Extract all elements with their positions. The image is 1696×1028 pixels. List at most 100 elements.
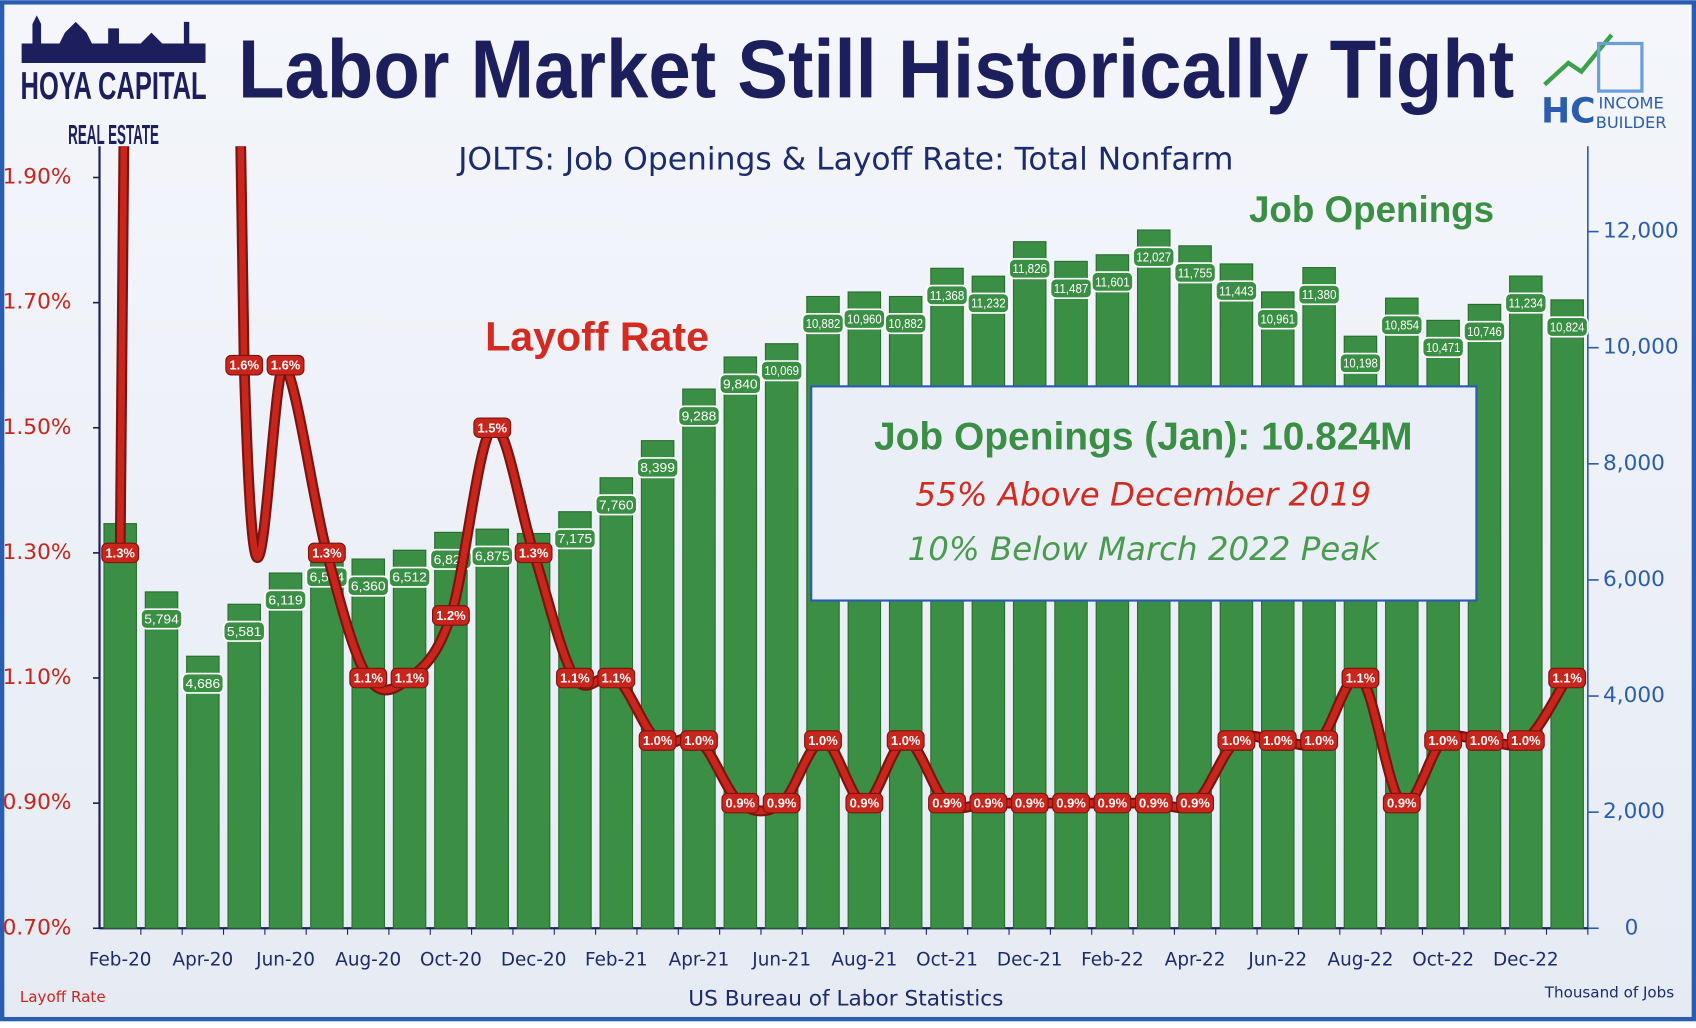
label-bg: [346, 575, 390, 597]
data-label: 12,027: [1136, 250, 1171, 265]
x-tick-label: Dec-21: [997, 950, 1063, 971]
data-label: 1.1%: [395, 671, 425, 686]
label-bg: [845, 792, 884, 814]
label-bg: [760, 360, 804, 382]
y2-tick-label: 12,000: [1603, 219, 1679, 244]
callout-title: Job Openings (Jan): 10.824M: [874, 416, 1413, 459]
label-bg: [677, 405, 721, 427]
data-label: 4,686: [186, 676, 221, 691]
label-bg: [1463, 320, 1506, 342]
bar: [1550, 299, 1584, 929]
label-bg: [1176, 792, 1215, 814]
label-bg: [1297, 284, 1341, 306]
data-label: 0.9%: [932, 796, 962, 811]
y2-tick-label: 2,000: [1603, 799, 1665, 824]
label-bg: [225, 354, 264, 376]
label-bg: [1173, 262, 1217, 284]
data-label: 1.0%: [643, 733, 673, 748]
data-label: 1.3%: [312, 545, 342, 560]
x-tick-label: Aug-22: [1328, 950, 1394, 971]
label-bg: [1380, 314, 1424, 336]
data-label: 10,069: [764, 363, 799, 378]
data-label: 11,826: [1012, 261, 1047, 276]
data-label: 11,368: [930, 288, 965, 303]
data-label: 1.0%: [1428, 733, 1458, 748]
logo-arrow: [1543, 33, 1614, 87]
line-layer: [114, 146, 1573, 817]
data-label: 10,198: [1343, 356, 1378, 371]
bar: [723, 356, 758, 929]
x-tick-label: Jun-21: [751, 950, 811, 971]
data-label: 10,960: [847, 312, 882, 327]
data-label: 0.9%: [1139, 796, 1169, 811]
label-bg: [1091, 271, 1134, 293]
subtitle: JOLTS: Job Openings & Layoff Rate: Total…: [456, 141, 1233, 177]
annotation: Layoff Rate: [485, 314, 709, 360]
label-bg: [1421, 336, 1465, 358]
data-label: 0.9%: [1015, 796, 1045, 811]
data-label: 10,961: [1260, 311, 1295, 326]
data-label: 1.6%: [271, 358, 301, 373]
data-label: 5,581: [227, 624, 262, 639]
label-bg: [1382, 792, 1421, 814]
y-tick-label: 0.90%: [3, 790, 72, 815]
annotation: Job Openings: [1249, 189, 1494, 230]
data-label: 0.9%: [767, 796, 797, 811]
label-bg: [388, 566, 431, 588]
data-label: 1.1%: [560, 671, 590, 686]
x-tick-label: Oct-21: [916, 950, 978, 971]
data-label: 11,232: [971, 296, 1006, 311]
data-label: 11,487: [1054, 281, 1089, 296]
data-label: 1.6%: [229, 358, 259, 373]
source: US Bureau of Labor Statistics: [688, 987, 1003, 1012]
data-label: 10,882: [888, 316, 923, 331]
y-axis-label: Layoff Rate: [20, 988, 106, 1006]
label-bg: [638, 730, 677, 751]
label-bg: [1506, 730, 1545, 751]
data-label: 1.5%: [477, 420, 507, 435]
data-label: 11,443: [1219, 283, 1254, 298]
label-bg: [594, 494, 638, 516]
label-bg: [1465, 730, 1504, 751]
label-bg: [886, 730, 925, 751]
label-bg: [514, 542, 553, 564]
label-bg: [266, 354, 305, 376]
data-label: 1.3%: [519, 545, 549, 560]
label-bg: [1424, 730, 1463, 751]
data-label: 0.9%: [1387, 796, 1417, 811]
label-bg: [680, 730, 718, 751]
x-tick-label: Jun-20: [255, 950, 315, 971]
data-label: 0.9%: [850, 796, 880, 811]
label-bg: [307, 542, 346, 564]
data-label: 0.9%: [1056, 796, 1086, 811]
label-bg: [101, 542, 140, 564]
x-tick-label: Apr-20: [173, 950, 234, 971]
data-label: 11,601: [1095, 274, 1130, 289]
label-bg: [1545, 316, 1589, 338]
data-label: 7,760: [599, 497, 634, 512]
label-bg: [1341, 667, 1380, 689]
data-label: 6,512: [392, 570, 427, 585]
y2-tick-label: 8,000: [1603, 451, 1665, 476]
data-label: 10,854: [1384, 318, 1419, 333]
logo-text: HOYA CAPITAL: [21, 65, 207, 108]
x-tick-label: Aug-21: [831, 950, 897, 971]
label-bg: [721, 792, 760, 814]
x-tick-label: Aug-20: [335, 950, 401, 971]
data-label: 1.1%: [1346, 671, 1376, 686]
label-bg: [470, 545, 514, 567]
data-label: 5,794: [144, 611, 179, 626]
label-bg: [390, 667, 429, 689]
label-bg: [597, 667, 636, 689]
data-label: 6,119: [268, 593, 303, 608]
label-bg: [349, 667, 388, 689]
data-label: 10,746: [1467, 324, 1502, 339]
y2-tick-label: 10,000: [1603, 335, 1679, 360]
logo-text: HC: [1541, 92, 1595, 132]
callout-line: 10% Below March 2022 Peak: [908, 530, 1380, 568]
label-bg: [1010, 792, 1049, 814]
data-label: 1.0%: [1511, 733, 1541, 748]
label-bg: [1217, 730, 1256, 751]
x-tick-label: Apr-21: [669, 950, 730, 971]
y2-tick-label: 4,000: [1603, 683, 1665, 708]
